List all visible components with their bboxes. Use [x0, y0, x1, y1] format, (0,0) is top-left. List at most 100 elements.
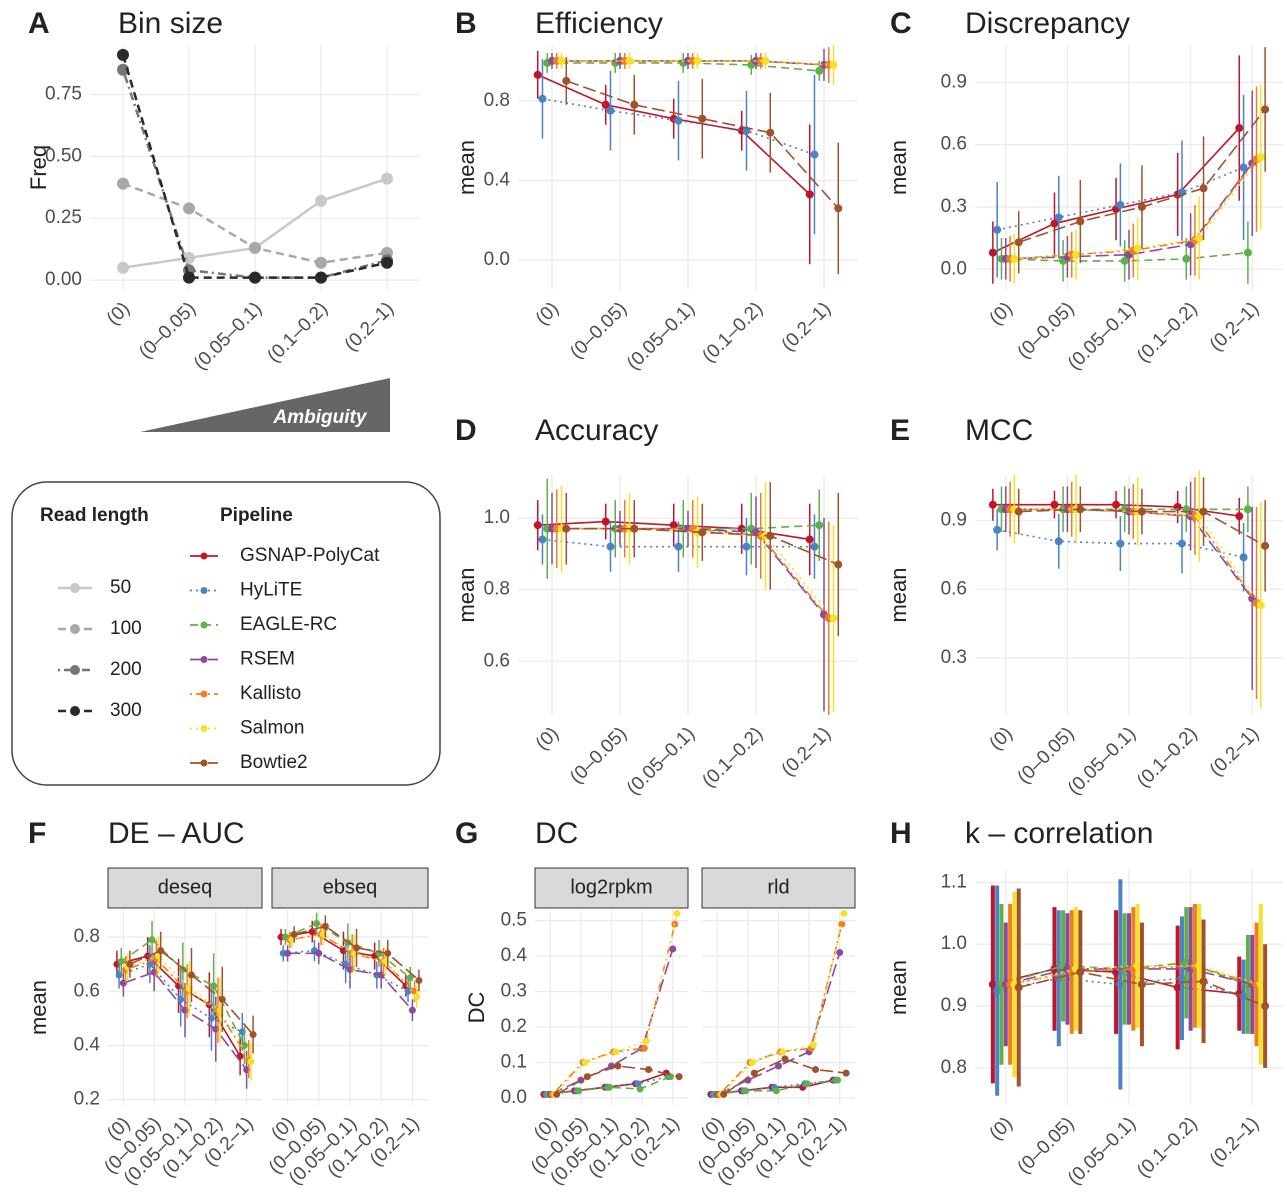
- point: [988, 500, 997, 509]
- legend-swatch: [200, 759, 208, 767]
- point: [1137, 980, 1146, 989]
- point: [815, 521, 824, 530]
- panel-title: k – correlation: [965, 817, 1153, 850]
- x-tick-label: (0.05–0.1): [190, 298, 266, 374]
- point: [1014, 238, 1023, 247]
- point: [669, 945, 677, 953]
- y-tick-label: 0.25: [45, 207, 82, 228]
- y-tick-label: 0.9: [941, 510, 967, 531]
- point: [614, 1062, 622, 1070]
- point: [645, 1066, 653, 1074]
- point: [1239, 553, 1248, 562]
- point: [742, 542, 751, 551]
- facet-strip: [271, 867, 429, 909]
- x-tick-label: (0–0.05): [566, 723, 631, 788]
- series-line: [1005, 162, 1253, 260]
- point: [249, 1031, 257, 1039]
- point: [698, 528, 707, 537]
- y-tick-label: 0.2: [501, 1016, 527, 1037]
- point: [1076, 505, 1085, 514]
- legend-swatch: [70, 706, 80, 716]
- point: [601, 100, 610, 109]
- point: [1177, 539, 1186, 548]
- y-tick-label: 0.6: [941, 578, 967, 599]
- legend-swatch: [200, 656, 208, 663]
- legend-title: Pipeline: [220, 505, 293, 526]
- y-axis-label: DC: [464, 992, 489, 1024]
- point: [413, 993, 421, 1001]
- point: [836, 949, 844, 957]
- y-tick-label: 1.0: [941, 933, 967, 954]
- series-line: [721, 913, 845, 1095]
- series-line: [723, 1058, 847, 1096]
- y-tick-label: 0.8: [941, 1057, 967, 1078]
- point: [183, 271, 195, 284]
- point: [1010, 254, 1019, 263]
- legend-swatch: [200, 690, 208, 698]
- y-tick-label: 0.0: [941, 258, 967, 279]
- point: [315, 256, 327, 269]
- legend-title: Read length: [40, 505, 149, 526]
- point: [581, 1058, 589, 1066]
- point: [187, 971, 195, 979]
- point: [290, 930, 298, 938]
- point: [179, 966, 187, 974]
- point: [606, 106, 615, 115]
- point: [834, 204, 843, 213]
- point: [1199, 977, 1208, 986]
- panel-title: Bin size: [118, 7, 223, 40]
- series-line: [715, 1079, 838, 1096]
- point: [805, 535, 814, 544]
- y-tick-label: 0.3: [941, 647, 967, 668]
- x-tick-label: (0.2–1): [1206, 723, 1263, 780]
- point: [720, 1090, 728, 1098]
- legend-swatch: [200, 587, 208, 594]
- y-tick-label: 0.5: [501, 910, 527, 931]
- y-tick-label: 0.50: [45, 145, 82, 166]
- point: [988, 248, 997, 257]
- point: [1133, 244, 1142, 253]
- point: [742, 1087, 750, 1095]
- facet-label: deseq: [158, 876, 213, 898]
- x-tick-label: (0.05–0.1): [623, 723, 699, 799]
- point: [993, 525, 1002, 534]
- point: [126, 960, 134, 968]
- panel-letter: H: [890, 817, 912, 850]
- x-tick-label: (0.1–0.2): [1133, 298, 1202, 367]
- y-tick-label: 0.0: [484, 249, 510, 270]
- point: [1072, 250, 1081, 259]
- y-tick-label: 0.4: [74, 1034, 101, 1055]
- y-axis-label: mean: [886, 960, 911, 1015]
- point: [640, 1044, 648, 1052]
- x-tick-label: (0.2–1): [1206, 1113, 1263, 1170]
- point: [693, 56, 702, 65]
- point: [247, 1058, 255, 1066]
- point: [1195, 961, 1204, 970]
- point: [673, 910, 681, 918]
- panel-letter: D: [455, 414, 477, 447]
- point: [1195, 234, 1204, 243]
- point: [1199, 507, 1208, 516]
- y-axis-label: mean: [886, 567, 911, 622]
- legend-label: Bowtie2: [240, 752, 308, 773]
- y-tick-label: 0.3: [501, 981, 527, 1002]
- point: [1137, 507, 1146, 516]
- point: [1261, 1002, 1270, 1011]
- point: [1256, 601, 1265, 610]
- legend-swatch: [70, 665, 80, 675]
- point: [157, 947, 165, 955]
- series-line: [293, 925, 420, 982]
- point: [772, 1087, 780, 1095]
- point: [775, 1062, 782, 1070]
- point: [284, 949, 292, 957]
- point: [1235, 124, 1244, 133]
- legend-label: EAGLE-RC: [240, 614, 337, 635]
- facet-label: rld: [767, 876, 789, 898]
- series-line: [548, 1075, 671, 1096]
- x-tick-label: (0.1–0.2): [263, 298, 332, 367]
- x-tick-label: (0.2–1): [778, 723, 835, 780]
- point: [1112, 500, 1121, 509]
- series-line: [997, 166, 1244, 231]
- point: [321, 922, 329, 930]
- series-line: [289, 933, 416, 992]
